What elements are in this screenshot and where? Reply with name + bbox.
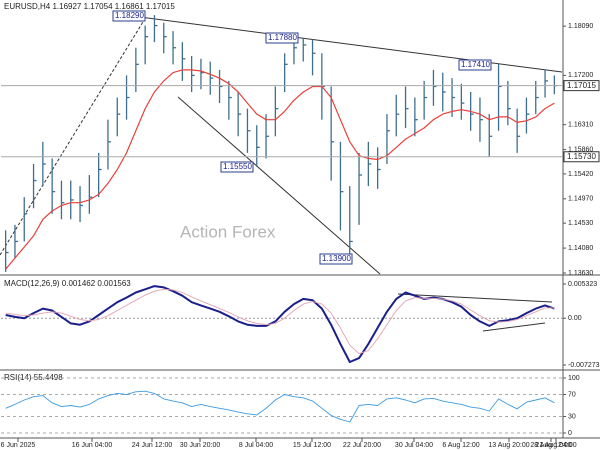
annotation: 1.17410 [461,60,490,69]
annotation-box [319,253,353,265]
x-tick-label: 28 Aug 12:00 [530,442,571,449]
trend-line [177,96,381,275]
y-tick-label: 100 [568,375,580,382]
x-tick-label: 24 Jun 12:00 [132,442,173,449]
chart-title: EURUSD,H4 1.16927 1.17054 1.16861 1.1701… [4,2,175,11]
y-tick-label: 30 [568,413,576,420]
x-tick-label: 21 Aug 04:00 [535,442,576,449]
series-line [5,288,555,355]
annotation: 1.15550 [223,162,252,171]
x-tick-label: 22 Jul 20:00 [343,442,381,449]
y-tick-label: 1.16310 [568,122,593,129]
watermark: Action Forex [180,222,276,241]
y-tick-label: 1.17200 [568,72,593,79]
y-tick-label: 1.14080 [568,245,593,252]
series-line [5,285,555,363]
macd-trend-line [482,322,546,332]
x-tick-label: 6 Jun 2025 [1,442,36,449]
y-tick-label: 1.15420 [568,171,593,178]
x-tick-label: 6 Aug 12:00 [442,442,479,449]
annotation-box [112,10,146,22]
annotation-box [458,59,492,71]
price-label-box [563,80,600,92]
macd-title: MACD(12,26,9) 0.001462 0.001563 [4,279,131,288]
y-tick-label: 1.15860 [568,146,593,153]
x-tick-label: 8 Jul 04:00 [239,442,273,449]
y-tick-label: 1.14530 [568,220,593,227]
y-tick-label: 1.13630 [568,270,593,277]
price-label-box [563,151,600,163]
y-tick-label: 0.005323 [568,281,597,288]
y-tick-label: 1.14970 [568,196,593,203]
y-tick-label: 0 [568,430,572,437]
y-tick-label: 0.00 [568,315,582,322]
y-tick-label: -0.007273 [568,362,600,369]
annotation-box [220,161,254,173]
annotation: 1.17880 [268,33,297,42]
annotation: 1.13900 [322,254,351,263]
x-tick-label: 13 Aug 20:00 [488,442,529,449]
trend-line [139,16,563,73]
annotation: 1.18290 [115,11,144,20]
annotation-box [265,32,299,44]
x-tick-label: 16 Jun 04:00 [72,442,113,449]
macd-trend-line [397,293,553,303]
x-tick-label: 30 Jul 04:00 [395,442,433,449]
y-tick-label: 70 [568,391,576,398]
x-tick-label: 15 Jul 12:00 [293,442,331,449]
price-label: 1.17015 [567,81,596,90]
series-line [5,390,555,423]
series-line [5,69,555,270]
y-tick-label: 1.18090 [568,23,593,30]
price-label: 1.15730 [567,152,596,161]
x-tick-label: 30 Jun 20:00 [180,442,221,449]
